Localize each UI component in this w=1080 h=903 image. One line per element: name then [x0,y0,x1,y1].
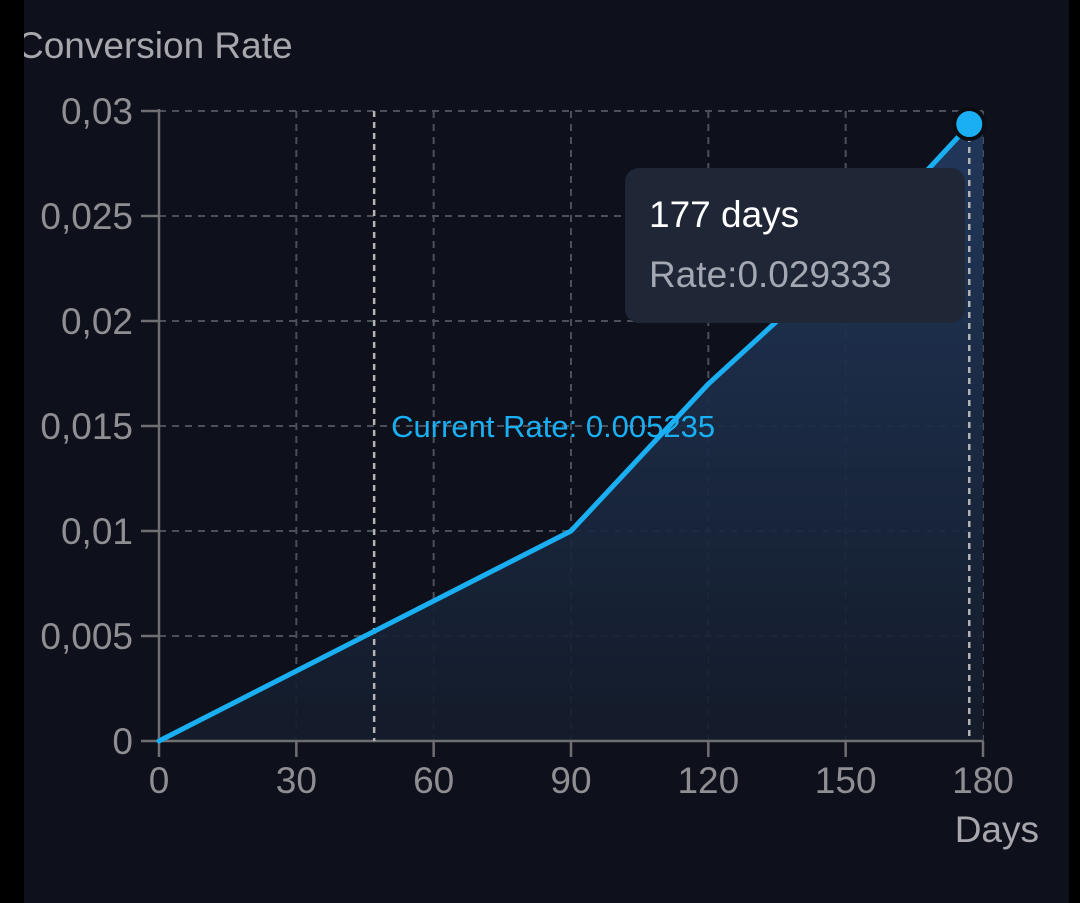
y-tick-label: 0,03 [61,91,133,132]
y-tick-label: 0,005 [40,616,133,657]
x-tick-label: 180 [952,760,1014,801]
y-tick-label: 0 [112,721,133,762]
chart-title: Conversion Rate [24,25,293,66]
y-tick-label: 0,02 [61,301,133,342]
tooltip-title: 177 days [649,194,800,235]
current-rate-label: Current Rate: 0.005235 [391,409,715,444]
x-tick-label: 60 [413,760,454,801]
chart-panel: Conversion Rate 0 30 60 90 120 150 180 0 0,005 0… [24,0,1069,903]
tooltip-value: Rate:0.029333 [649,250,941,300]
conversion-rate-chart[interactable]: Conversion Rate 0 30 60 90 120 150 180 00,0050… [24,0,1069,903]
x-axis-ticks: 0 30 60 90 120 150 180 [149,741,1014,801]
tooltip-label: Rate: [649,254,738,295]
y-axis-ticks: 0 0,005 0,01 0,015 0,02 0,025 0,03 [40,91,159,762]
y-tick-label: 0,025 [40,196,133,237]
y-tick-label: 0,015 [40,406,133,447]
tooltip-number: 0.029333 [737,254,892,295]
area-fill [159,125,983,741]
highlight-point[interactable] [952,107,987,142]
tooltip: 177 days Rate:0.029333 [625,168,965,323]
x-tick-label: 120 [677,760,739,801]
x-tick-label: 0 [149,760,170,801]
x-tick-label: 30 [276,760,317,801]
x-tick-label: 90 [550,760,591,801]
y-tick-label: 0,01 [61,511,133,552]
x-tick-label: 150 [815,760,877,801]
x-axis-title: Days [955,809,1039,850]
